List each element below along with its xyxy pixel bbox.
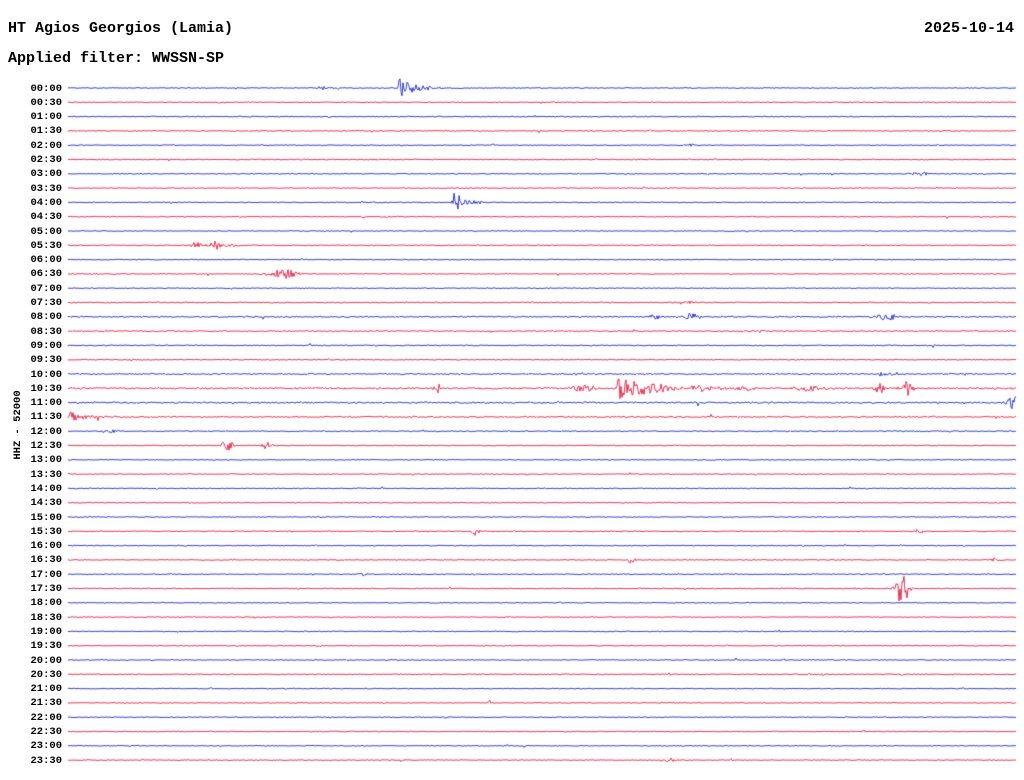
time-label: 05:00 <box>30 225 62 238</box>
time-label: 21:00 <box>30 683 62 696</box>
time-label: 08:30 <box>30 325 62 338</box>
time-label: 21:30 <box>30 697 62 710</box>
time-label: 06:30 <box>30 268 62 281</box>
time-label: 03:30 <box>30 182 62 195</box>
time-label: 07:30 <box>30 297 62 309</box>
time-label: 02:00 <box>30 139 62 152</box>
time-label: 15:00 <box>30 511 62 524</box>
header: HT Agios Georgios (Lamia) 2025-10-14 <box>8 20 1014 37</box>
time-label: 11:30 <box>30 411 62 424</box>
time-label: 09:30 <box>30 354 62 367</box>
time-label: 10:00 <box>30 368 62 381</box>
filter-label: Applied filter: WWSSN-SP <box>8 50 225 67</box>
time-label: 19:00 <box>30 625 62 638</box>
time-label: 14:00 <box>30 482 62 495</box>
time-label: 18:30 <box>30 611 62 624</box>
time-label: 20:00 <box>30 654 62 667</box>
time-label: 11:00 <box>30 397 62 410</box>
time-label: 14:30 <box>30 497 62 510</box>
time-label: 23:00 <box>30 740 62 753</box>
time-label: 00:30 <box>30 96 62 109</box>
time-label: 02:30 <box>30 154 62 166</box>
time-label: 16:00 <box>30 540 62 553</box>
time-label: 04:30 <box>30 211 62 224</box>
time-label: 17:30 <box>30 583 62 595</box>
time-label: 12:00 <box>30 425 62 438</box>
time-label: 12:30 <box>30 440 62 452</box>
date-label: 2025-10-14 <box>923 20 1014 37</box>
time-label: 22:30 <box>30 726 62 738</box>
time-label: 13:30 <box>30 468 62 481</box>
time-label: 22:00 <box>30 711 62 724</box>
time-label: 03:00 <box>30 168 62 181</box>
time-label: 23:30 <box>30 754 62 767</box>
time-label: 20:30 <box>30 668 62 681</box>
time-label: 19:30 <box>30 640 62 653</box>
time-label: 01:00 <box>30 111 62 124</box>
time-label: 10:30 <box>30 382 62 395</box>
time-label: 08:00 <box>30 311 62 324</box>
time-label: 04:00 <box>30 196 62 209</box>
time-label: 01:30 <box>30 125 62 138</box>
time-label: 07:00 <box>30 282 62 295</box>
time-label: 17:00 <box>30 568 62 581</box>
time-label: 18:00 <box>30 597 62 610</box>
time-label: 15:30 <box>30 525 62 538</box>
station-title: HT Agios Georgios (Lamia) <box>8 20 234 37</box>
time-label: 16:30 <box>30 554 62 567</box>
time-label: 09:00 <box>30 339 62 352</box>
time-label: 05:30 <box>30 239 62 252</box>
time-label: 00:00 <box>30 82 62 95</box>
time-label: 06:00 <box>30 254 62 267</box>
time-label: 13:00 <box>30 454 62 467</box>
